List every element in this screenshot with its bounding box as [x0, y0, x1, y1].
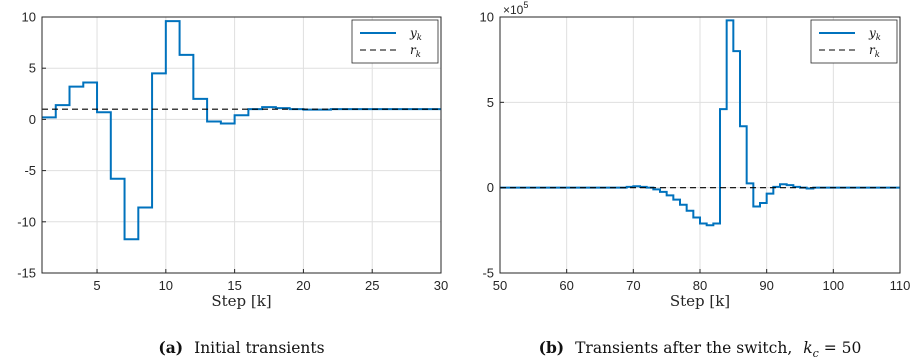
x-tick-label: 60: [559, 278, 573, 293]
x-axis-label-b: Step [k]: [670, 292, 730, 310]
caption-b-math-var: k: [803, 339, 812, 357]
caption-a: (a) Initial transients: [158, 338, 324, 357]
legend-entry: rk: [410, 43, 421, 60]
caption-b-math-rest: = 50: [819, 339, 862, 357]
x-tick-label: 20: [296, 278, 310, 293]
series-line-yk: [42, 20, 441, 241]
y-tick-label: 0: [487, 180, 494, 195]
legend-entry-name: y: [409, 26, 417, 40]
legend-entry: yk: [868, 26, 881, 43]
exponent-power: 5: [523, 0, 528, 10]
x-tick-label: 10: [159, 278, 173, 293]
y-tick-label: -15: [17, 266, 36, 281]
legend-entry-name: y: [868, 26, 876, 40]
exponent-base: ×10: [503, 3, 524, 17]
caption-b: (b) Transients after the switch, kc = 50: [539, 338, 862, 360]
x-tick-label: 25: [365, 278, 379, 293]
x-tick-label: 100: [822, 278, 844, 293]
legend-entry-sub: k: [875, 50, 880, 60]
x-tick-label: 50: [493, 278, 507, 293]
caption-a-label: (a): [158, 338, 183, 357]
legend-entry: yk: [409, 26, 422, 43]
x-tick-label: 70: [626, 278, 640, 293]
caption-a-text: Initial transients: [194, 339, 325, 357]
x-tick-label: 90: [759, 278, 773, 293]
y-tick-label: -5: [24, 163, 36, 178]
series-a: [42, 20, 441, 241]
y-tick-label: 10: [480, 10, 494, 25]
legend-box: [351, 19, 439, 64]
y-tick-label: 5: [29, 61, 36, 76]
legend-box: [810, 19, 898, 64]
caption-b-label: (b): [539, 338, 565, 357]
y-axis-exponent-b: ×105: [503, 0, 528, 17]
legend-entry: rk: [869, 43, 880, 60]
caption-b-text: Transients after the switch,: [575, 339, 792, 357]
x-tick-label: 30: [434, 278, 448, 293]
ticks-a: 5 10 15 20 25 30 10 5 0 -5 -10 -15: [17, 10, 448, 294]
legend-entry-name: r: [410, 43, 417, 57]
y-tick-label: 10: [22, 10, 36, 25]
legend-entry-name: r: [869, 43, 876, 57]
x-tick-label: 15: [227, 278, 241, 293]
y-tick-label: 5: [487, 95, 494, 110]
caption-b-math-sub: c: [813, 347, 819, 360]
series-b: [500, 19, 900, 227]
axes-box-a: [41, 16, 442, 274]
x-tick-label: 80: [693, 278, 707, 293]
axes-box-b: [499, 16, 901, 274]
y-tick-label: -5: [482, 266, 494, 281]
x-tick-label: 110: [890, 278, 911, 293]
y-tick-label: -10: [17, 214, 36, 229]
x-axis-label-a: Step [k]: [211, 292, 271, 310]
legend-entry-sub: k: [876, 33, 881, 43]
series-line-yk: [500, 19, 900, 227]
y-tick-label: 0: [29, 112, 36, 127]
legend-entry-sub: k: [416, 50, 421, 60]
legend-entry-sub: k: [417, 33, 422, 43]
x-tick-label: 5: [93, 278, 100, 293]
